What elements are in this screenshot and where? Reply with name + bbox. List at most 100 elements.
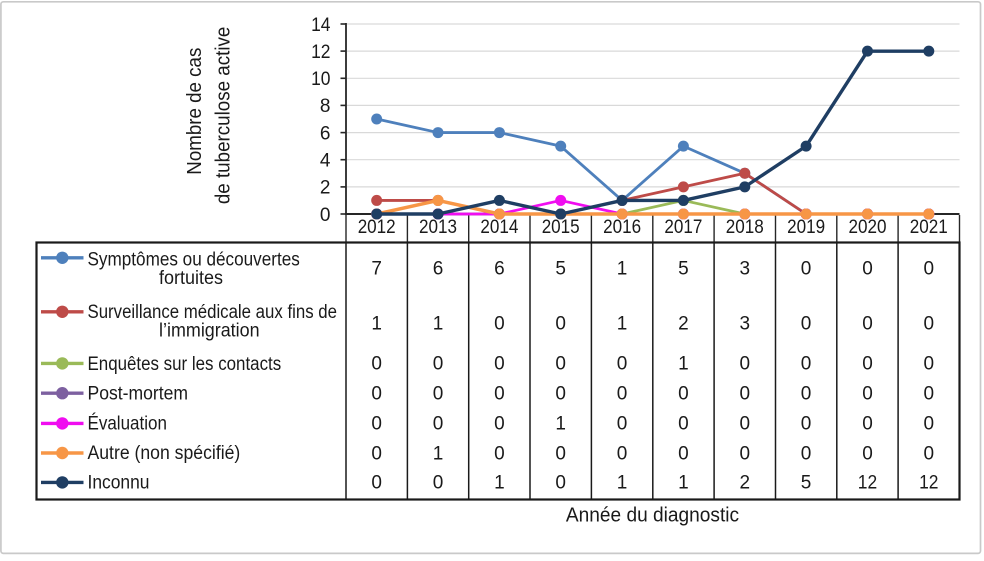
svg-text:2019: 2019 [787,217,825,238]
svg-text:0: 0 [617,384,628,405]
svg-text:1: 1 [433,443,444,464]
svg-text:0: 0 [924,384,935,405]
svg-text:0: 0 [494,313,505,334]
svg-text:12: 12 [858,472,877,493]
svg-text:0: 0 [801,313,812,334]
svg-text:3: 3 [740,259,751,280]
svg-text:10: 10 [311,69,330,90]
svg-text:1: 1 [617,259,628,280]
svg-text:0: 0 [862,259,873,280]
svg-text:0: 0 [740,413,751,434]
svg-text:2018: 2018 [726,217,764,238]
svg-text:2: 2 [740,472,751,493]
svg-text:1: 1 [678,354,689,375]
svg-text:Évaluation: Évaluation [88,413,167,434]
svg-text:0: 0 [740,443,751,464]
svg-text:0: 0 [801,354,812,375]
svg-text:0: 0 [433,472,444,493]
svg-text:2016: 2016 [603,217,641,238]
svg-text:0: 0 [924,313,935,334]
svg-text:1: 1 [433,313,444,334]
svg-text:14: 14 [311,15,331,36]
svg-text:0: 0 [801,259,812,280]
svg-text:Nombre de cas: Nombre de cas [184,48,206,175]
svg-text:0: 0 [433,384,444,405]
svg-text:0: 0 [740,384,751,405]
svg-text:6: 6 [494,259,505,280]
svg-text:0: 0 [678,413,689,434]
svg-text:12: 12 [919,472,938,493]
svg-text:0: 0 [555,384,566,405]
svg-text:0: 0 [555,443,566,464]
svg-text:0: 0 [494,443,505,464]
svg-text:Année du diagnostic: Année du diagnostic [566,504,739,526]
svg-text:5: 5 [678,259,689,280]
svg-text:7: 7 [371,259,382,280]
svg-text:0: 0 [924,443,935,464]
svg-text:0: 0 [371,443,382,464]
svg-text:2015: 2015 [542,217,580,238]
svg-text:0: 0 [924,413,935,434]
svg-text:0: 0 [371,384,382,405]
svg-text:8: 8 [320,96,331,117]
svg-text:1: 1 [555,413,566,434]
svg-text:1: 1 [617,472,628,493]
svg-text:Surveillance médicale aux fins: Surveillance médicale aux fins de [88,302,338,323]
svg-text:2021: 2021 [910,217,948,238]
svg-text:0: 0 [320,205,331,226]
svg-text:0: 0 [433,354,444,375]
svg-text:0: 0 [494,384,505,405]
svg-text:1: 1 [678,472,689,493]
svg-text:0: 0 [555,313,566,334]
svg-text:4: 4 [320,151,331,172]
svg-text:0: 0 [617,443,628,464]
svg-text:0: 0 [801,443,812,464]
svg-text:0: 0 [494,413,505,434]
svg-text:Inconnu: Inconnu [88,472,150,493]
svg-text:0: 0 [678,384,689,405]
svg-text:0: 0 [924,259,935,280]
svg-text:Enquêtes sur les contacts: Enquêtes sur les contacts [88,354,282,375]
svg-text:2: 2 [678,313,689,334]
svg-text:0: 0 [371,472,382,493]
svg-text:0: 0 [801,413,812,434]
svg-text:0: 0 [371,354,382,375]
svg-text:0: 0 [617,413,628,434]
svg-text:0: 0 [494,354,505,375]
svg-text:Symptômes ou découvertes: Symptômes ou découvertes [88,250,300,271]
svg-text:2012: 2012 [358,217,396,238]
svg-text:0: 0 [617,354,628,375]
svg-text:0: 0 [862,443,873,464]
svg-text:6: 6 [433,259,444,280]
svg-text:l’immigration: l’immigration [159,321,260,342]
svg-text:0: 0 [801,384,812,405]
svg-text:1: 1 [371,313,382,334]
svg-text:fortuites: fortuites [159,268,223,289]
svg-text:0: 0 [371,413,382,434]
svg-text:0: 0 [678,443,689,464]
svg-text:2: 2 [320,178,331,199]
svg-text:Autre (non spécifié): Autre (non spécifié) [88,443,241,464]
svg-text:0: 0 [433,413,444,434]
svg-text:3: 3 [740,313,751,334]
svg-text:0: 0 [740,354,751,375]
svg-text:0: 0 [862,413,873,434]
svg-text:2014: 2014 [480,217,518,238]
svg-text:5: 5 [801,472,812,493]
svg-text:6: 6 [320,123,331,144]
svg-text:0: 0 [862,384,873,405]
svg-text:1: 1 [617,313,628,334]
svg-text:Post-mortem: Post-mortem [88,384,189,405]
svg-text:1: 1 [494,472,505,493]
svg-text:2017: 2017 [664,217,702,238]
svg-text:0: 0 [924,354,935,375]
svg-text:0: 0 [862,354,873,375]
svg-text:0: 0 [555,472,566,493]
svg-text:12: 12 [311,42,330,63]
svg-text:0: 0 [555,354,566,375]
svg-text:2020: 2020 [849,217,887,238]
svg-text:0: 0 [862,313,873,334]
svg-text:de tuberculose active: de tuberculose active [212,27,234,205]
svg-text:5: 5 [555,259,566,280]
svg-text:2013: 2013 [419,217,457,238]
